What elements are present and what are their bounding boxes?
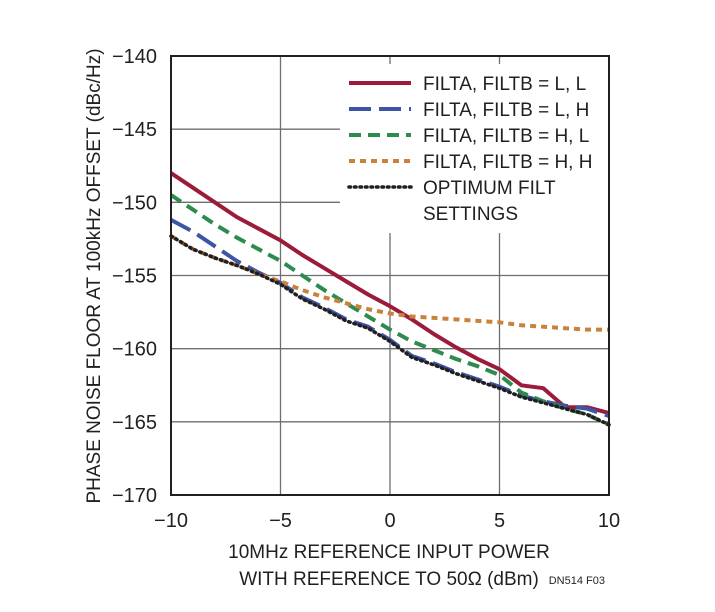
x-axis-ticks: −10 −5 0 5 10 <box>154 510 620 532</box>
x-tick-label: −5 <box>269 510 292 532</box>
series-line-3 <box>169 193 610 427</box>
series-lines <box>169 171 611 427</box>
legend-label-2: FILTA, FILTB = L, H <box>423 100 589 121</box>
y-tick-label: −160 <box>112 339 157 361</box>
x-tick-label: 0 <box>384 510 395 532</box>
y-tick-label: −170 <box>112 485 157 507</box>
legend-background <box>340 64 608 233</box>
figure-id: DN514 F03 <box>549 575 605 587</box>
x-tick-label: 5 <box>494 510 505 532</box>
series-line-5 <box>169 234 611 427</box>
y-tick-label: −150 <box>112 192 157 214</box>
x-tick-label: −10 <box>154 510 188 532</box>
legend-label-1: FILTA, FILTB = L, L <box>423 74 586 95</box>
plot-frame <box>170 55 610 496</box>
y-tick-label: −165 <box>112 412 157 434</box>
legend-label-5-line-2: SETTINGS <box>423 204 518 225</box>
legend-box <box>340 64 608 233</box>
y-tick-label: −155 <box>112 266 157 288</box>
y-axis-title: PHASE NOISE FLOOR AT 100kHz OFFSET (dBc/… <box>84 48 105 503</box>
series-line-1 <box>169 171 610 416</box>
y-tick-label: −140 <box>112 46 157 68</box>
legend-label-4: FILTA, FILTB = H, H <box>423 152 592 173</box>
y-axis-ticks: −140 −145 −150 −155 −160 −165 −170 <box>112 46 157 507</box>
legend-label-5-line-1: OPTIMUM FILT <box>423 178 556 199</box>
x-axis-title-line-1: 10MHz REFERENCE INPUT POWER <box>228 542 550 563</box>
y-tick-label: −145 <box>112 119 157 141</box>
legend-label-3: FILTA, FILTB = H, L <box>423 126 589 147</box>
x-tick-label: 10 <box>598 510 620 532</box>
x-axis-title-line-2: WITH REFERENCE TO 50Ω (dBm) <box>239 569 539 590</box>
legend: FILTA, FILTB = L, L FILTA, FILTB = L, H FI… <box>347 74 592 225</box>
